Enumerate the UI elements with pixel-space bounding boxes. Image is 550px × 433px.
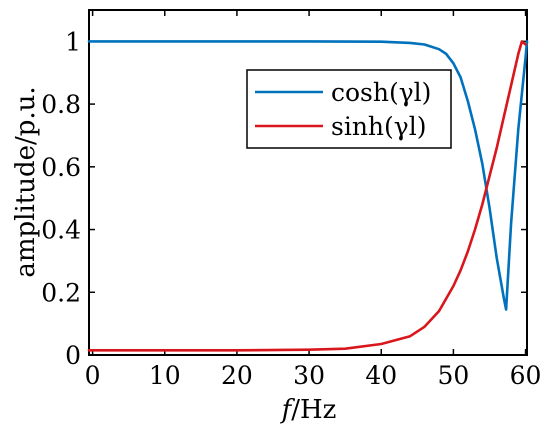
legend-box — [246, 69, 452, 149]
y-axis-label: amplitude/p.u. — [11, 86, 41, 277]
x-tick-label: 60 — [510, 361, 542, 390]
x-tick-label: 40 — [365, 361, 397, 390]
plot-frame — [88, 9, 528, 356]
legend: cosh(γl) sinh(γl) — [246, 69, 452, 149]
series-line-1 — [87, 40, 527, 352]
x-tick-label: 20 — [221, 361, 253, 390]
x-tick-label: 30 — [293, 361, 325, 390]
y-tick-label: 0.2 — [41, 278, 81, 307]
x-tick-label: 10 — [149, 361, 181, 390]
series-line-0 — [87, 40, 529, 311]
y-tick-label: 0.8 — [41, 90, 81, 119]
legend-label-1: sinh(γl) — [331, 112, 426, 141]
y-tick-label: 1 — [65, 27, 81, 56]
y-tick-label: 0 — [65, 341, 81, 370]
x-tick-label: 0 — [85, 361, 101, 390]
x-axis-label: f/Hz — [280, 395, 337, 425]
x-tick-label: 50 — [437, 361, 469, 390]
y-tick-label: 0.6 — [41, 153, 81, 182]
legend-label-0: cosh(γl) — [331, 78, 431, 107]
y-tick-label: 0.4 — [41, 216, 81, 245]
ticks: 0 10 20 30 40 50 60 0 0.2 0.4 0.6 0.8 1 — [41, 10, 541, 390]
series-layer — [87, 40, 529, 352]
